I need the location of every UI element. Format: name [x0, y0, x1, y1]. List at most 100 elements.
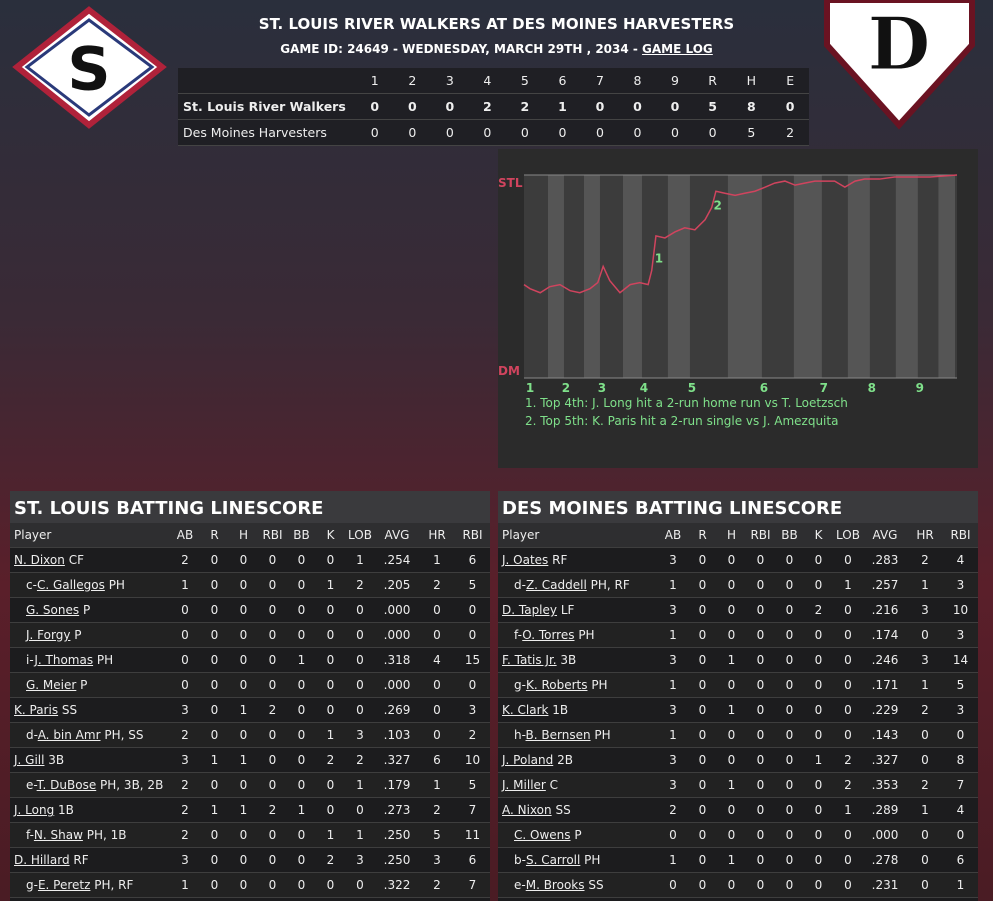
player-name[interactable]: O. Torres: [522, 628, 575, 642]
player-cell: M. Waterson LF: [10, 897, 170, 901]
player-cell: h-B. Bernsen PH: [498, 722, 658, 748]
stat-cell: .254: [375, 547, 419, 573]
stat-cell: 0: [345, 647, 375, 673]
stat-cell: 0: [688, 897, 717, 901]
player-name[interactable]: T. DuBose: [36, 778, 97, 792]
stat-cell: 3: [345, 722, 375, 748]
stat-cell: .257: [863, 572, 907, 598]
score-cell: 0: [656, 119, 694, 146]
player-name[interactable]: G. Sones: [26, 603, 80, 617]
stat-cell: 0: [833, 622, 863, 648]
stat-cell: 3: [658, 547, 688, 573]
stat-cell: 0: [200, 847, 229, 873]
player-name[interactable]: G. Meier: [26, 678, 77, 692]
player-name[interactable]: C. Owens: [514, 828, 571, 842]
stat-cell: 0: [775, 722, 804, 748]
stat-cell: 1: [658, 847, 688, 873]
position: PH: [591, 678, 608, 692]
score-cell: 0: [618, 119, 657, 146]
stat-cell: 0: [775, 847, 804, 873]
player-name[interactable]: K. Paris: [14, 703, 59, 717]
player-name[interactable]: J. Oates: [502, 553, 549, 567]
stat-cell: 0: [316, 647, 345, 673]
player-cell: b-S. Carroll PH: [498, 847, 658, 873]
player-name[interactable]: D. Tapley: [502, 603, 558, 617]
stat-cell: 1: [717, 847, 746, 873]
stat-cell: 0: [200, 772, 229, 798]
stat-cell: 0: [804, 697, 833, 723]
x-tick-label: 5: [688, 381, 696, 395]
stat-cell: 0: [287, 672, 316, 698]
player-name[interactable]: J. Forgy: [26, 628, 71, 642]
inning-header: 6: [543, 68, 582, 94]
stat-cell: 1: [833, 797, 863, 823]
player-name[interactable]: A. bin Amr: [37, 728, 101, 742]
player-row: K. Paris SS 3 0 1 2 0 0 0.269 0 3: [10, 697, 490, 723]
stat-cell: 2: [907, 547, 943, 573]
player-row: D. Tapley LF 3 0 0 0 0 2 0.216 3 10: [498, 597, 978, 623]
stat-cell: 1: [200, 897, 229, 901]
position: 3B: [560, 653, 577, 667]
player-name[interactable]: E. Peretz: [37, 878, 91, 892]
stat-cell: 1: [907, 572, 943, 598]
position: PH: [578, 628, 595, 642]
stat-cell: 1: [316, 897, 345, 901]
player-cell: J. Miller C: [498, 772, 658, 798]
player-name[interactable]: M. Brooks: [525, 878, 585, 892]
column-header: R: [688, 523, 717, 548]
stat-cell: 0: [258, 622, 287, 648]
batting-table: Player AB R H RBI BB K LOB AVG HR RBI N. Dixon CF 2 0…: [10, 523, 490, 901]
stat-cell: 11: [455, 822, 490, 848]
player-row: A. Nixon SS 2 0 0 0 0 0 1.289 1 4: [498, 797, 978, 823]
stat-cell: 2: [170, 772, 200, 798]
stat-cell: 1: [287, 797, 316, 823]
player-name[interactable]: C. Gallegos: [36, 578, 105, 592]
stat-cell: 0: [316, 672, 345, 698]
stat-cell: 0: [258, 597, 287, 623]
player-name[interactable]: A. Nixon: [502, 803, 552, 817]
stat-cell: 1: [658, 722, 688, 748]
stat-cell: 1: [717, 647, 746, 673]
stat-cell: 0: [287, 697, 316, 723]
sub-prefix: b-: [514, 853, 526, 867]
player-name[interactable]: J. Thomas: [34, 653, 94, 667]
column-header: H: [229, 523, 258, 548]
stat-cell: 0: [688, 622, 717, 648]
player-name[interactable]: J. Miller: [502, 778, 546, 792]
stat-cell: 0: [229, 772, 258, 798]
player-name[interactable]: J. Long: [14, 803, 55, 817]
stat-cell: 0: [258, 897, 287, 901]
player-name[interactable]: F. Tatis Jr.: [502, 653, 557, 667]
stat-cell: 0: [419, 672, 455, 698]
player-cell: J. Gill 3B: [10, 747, 170, 773]
player-name[interactable]: J. Gill: [14, 753, 45, 767]
stat-cell: 0: [775, 822, 804, 848]
stat-cell: 2: [258, 797, 287, 823]
game-log-link[interactable]: GAME LOG: [642, 42, 713, 56]
position: SS: [588, 878, 604, 892]
player-name[interactable]: J. Poland: [502, 753, 554, 767]
player-name[interactable]: N. Shaw: [33, 828, 83, 842]
player-name[interactable]: B. Bernsen: [525, 728, 591, 742]
player-cell: A. Nixon SS: [498, 797, 658, 823]
player-name[interactable]: S. Carroll: [525, 853, 581, 867]
player-name[interactable]: K. Clark: [502, 703, 549, 717]
home-batting: DES MOINES BATTING LINESCORE Player AB R H RB…: [498, 491, 978, 901]
player-row: g-K. Roberts PH 1 0 0 0 0 0 0.171 1 5: [498, 672, 978, 698]
stat-cell: 0: [688, 747, 717, 773]
position: RF: [552, 553, 568, 567]
stat-cell: 2: [170, 547, 200, 573]
stat-cell: .171: [863, 897, 907, 901]
stat-cell: 6: [943, 847, 978, 873]
player-name[interactable]: D. Hillard: [14, 853, 70, 867]
player-name[interactable]: N. Dixon: [14, 553, 65, 567]
stat-cell: 1: [833, 572, 863, 598]
stat-cell: 3: [170, 747, 200, 773]
player-cell: f-N. Shaw PH, 1B: [10, 822, 170, 848]
stat-cell: 1: [717, 697, 746, 723]
player-name[interactable]: K. Roberts: [525, 678, 588, 692]
player-name[interactable]: Z. Caddell: [525, 578, 587, 592]
stat-cell: 5: [943, 672, 978, 698]
player-row: J. Gill 3B 3 1 1 0 0 2 2.327 6 10: [10, 747, 490, 773]
stat-cell: 0: [746, 822, 775, 848]
